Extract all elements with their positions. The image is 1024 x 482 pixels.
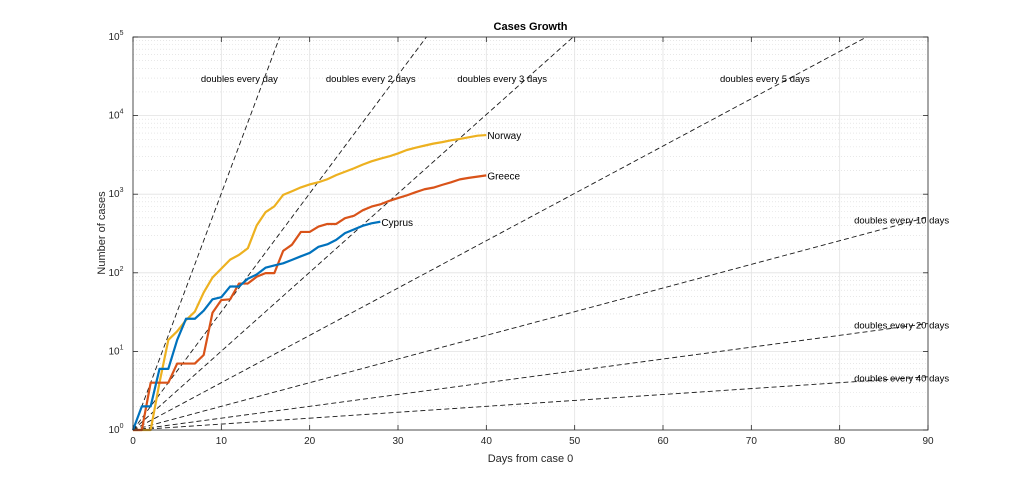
reference-line [132, 323, 929, 431]
series-line-cyprus [131, 220, 381, 431]
series-lines [131, 133, 487, 432]
y-tick-label: 103 [108, 187, 123, 200]
y-tick-label: 100 [108, 423, 123, 436]
x-tick-label: 30 [392, 436, 404, 447]
series-line-greece [133, 174, 487, 432]
series-line-norway [133, 133, 487, 432]
series-label-norway: Norway [487, 131, 521, 142]
reference-line [132, 36, 574, 431]
y-axis-ticks: 100 101 102 103 104 105 [108, 30, 928, 436]
series-label-cyprus: Cyprus [381, 218, 413, 229]
reference-line-label: doubles every 20 days [854, 321, 949, 332]
minor-grid [133, 40, 928, 407]
chart-title: Cases Growth [494, 21, 568, 33]
x-tick-label: 60 [657, 436, 669, 447]
x-tick-label: 90 [922, 436, 934, 447]
reference-line-label: doubles every 3 days [457, 74, 547, 85]
x-tick-label: 40 [481, 436, 493, 447]
reference-line-labels: doubles every day doubles every 2 days dou… [201, 74, 950, 384]
y-tick-label: 101 [108, 344, 123, 357]
y-tick-label: 102 [108, 266, 123, 279]
y-axis-label: Number of cases [96, 191, 108, 275]
reference-line [132, 36, 867, 431]
reference-line-label: doubles every 10 days [854, 215, 949, 226]
plot-frame [132, 36, 929, 431]
y-tick-label: 105 [108, 30, 123, 43]
series-labels: Norway Greece Cyprus [381, 131, 521, 229]
reference-line [132, 36, 281, 431]
x-tick-label: 0 [130, 436, 136, 447]
reference-line-label: doubles every 40 days [854, 373, 949, 384]
x-tick-label: 80 [834, 436, 846, 447]
x-axis-ticks: 0 10 20 30 40 50 60 70 80 90 [130, 37, 934, 447]
x-axis-label: Days from case 0 [488, 453, 574, 465]
reference-line [132, 216, 929, 431]
reference-line-label: doubles every day [201, 74, 278, 85]
x-tick-label: 10 [216, 436, 228, 447]
x-tick-label: 50 [569, 436, 581, 447]
y-tick-label: 104 [108, 109, 123, 122]
x-tick-label: 70 [746, 436, 758, 447]
x-tick-label: 20 [304, 436, 316, 447]
reference-line [132, 376, 929, 431]
plot-area [133, 37, 928, 430]
series-label-greece: Greece [487, 171, 520, 182]
reference-line-label: doubles every 5 days [720, 74, 810, 85]
reference-line-label: doubles every 2 days [326, 74, 416, 85]
